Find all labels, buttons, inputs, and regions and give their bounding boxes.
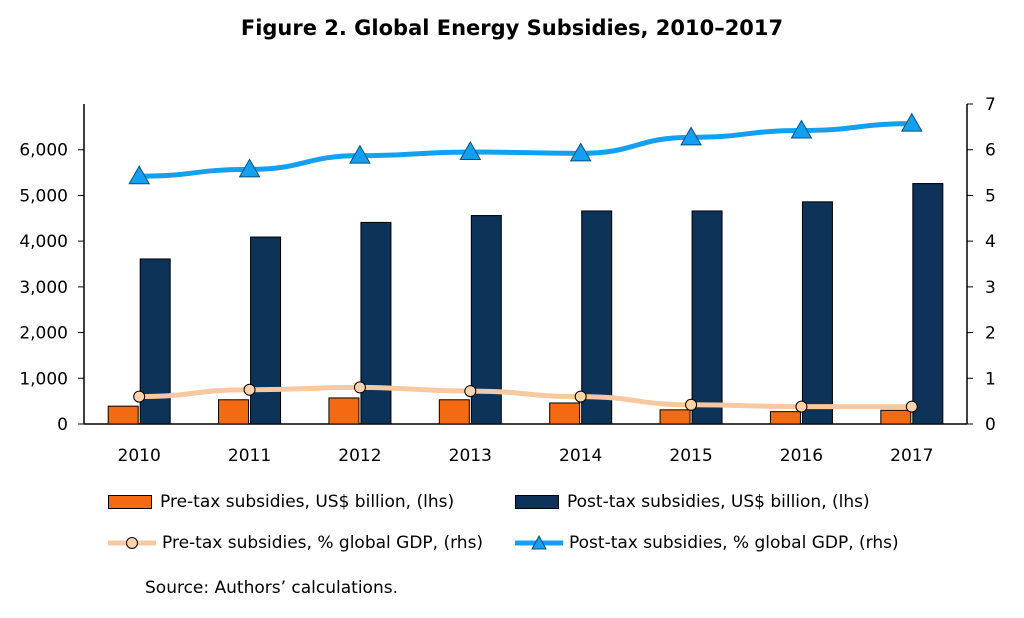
legend-item-posttax-line: Post-tax subsidies, % global GDP, (rhs) bbox=[515, 533, 899, 553]
marker-posttax-gdp bbox=[459, 140, 482, 160]
x-tick-label: 2012 bbox=[338, 446, 381, 466]
y-right-tick-label: 7 bbox=[985, 95, 996, 115]
marker-pretax-gdp bbox=[574, 390, 587, 403]
bar-pretax-usd bbox=[659, 409, 691, 425]
bar-posttax-usd bbox=[912, 183, 944, 425]
legend-swatch-pretax-bar bbox=[108, 495, 152, 509]
y-left-tick-label: 2,000 bbox=[19, 324, 68, 344]
x-tick-label: 2015 bbox=[669, 446, 712, 466]
x-tick-label: 2010 bbox=[118, 446, 161, 466]
marker-posttax-gdp bbox=[900, 112, 923, 132]
bar-pretax-usd bbox=[107, 405, 139, 425]
y-right-tick-label: 0 bbox=[985, 415, 996, 435]
legend-item-pretax-bar: Pre-tax subsidies, US$ billion, (lhs) bbox=[108, 492, 454, 512]
legend-swatch-pretax-line bbox=[108, 537, 156, 549]
bar-posttax-usd bbox=[801, 201, 833, 425]
marker-pretax-gdp bbox=[243, 383, 256, 396]
y-left-tick-label: 4,000 bbox=[19, 232, 68, 252]
y-left-tick-label: 5,000 bbox=[19, 186, 68, 206]
marker-posttax-gdp bbox=[238, 158, 261, 178]
y-right-tick-label: 6 bbox=[985, 141, 996, 161]
legend-label-pretax-bar: Pre-tax subsidies, US$ billion, (lhs) bbox=[160, 492, 455, 512]
legend-label-posttax-bar: Post-tax subsidies, US$ billion, (lhs) bbox=[567, 492, 870, 512]
x-tick-label: 2014 bbox=[559, 446, 602, 466]
marker-pretax-gdp bbox=[905, 400, 918, 413]
legend-swatch-posttax-bar bbox=[515, 495, 559, 509]
bar-pretax-usd bbox=[218, 399, 250, 425]
bar-pretax-usd bbox=[328, 397, 360, 425]
bar-pretax-usd bbox=[769, 411, 801, 425]
x-tick-label: 2017 bbox=[890, 446, 933, 466]
legend-item-pretax-line: Pre-tax subsidies, % global GDP, (rhs) bbox=[108, 533, 483, 553]
y-left-tick-label: 0 bbox=[57, 415, 68, 435]
marker-posttax-gdp bbox=[680, 126, 702, 146]
bar-pretax-usd bbox=[880, 409, 912, 425]
marker-posttax-gdp bbox=[790, 119, 813, 139]
marker-pretax-gdp bbox=[685, 398, 698, 411]
bar-posttax-usd bbox=[691, 210, 723, 425]
y-right-tick-label: 5 bbox=[985, 186, 996, 206]
legend-label-posttax-line: Post-tax subsidies, % global GDP, (rhs) bbox=[569, 533, 899, 553]
y-right-tick-label: 3 bbox=[985, 278, 996, 298]
y-left-tick-label: 3,000 bbox=[19, 278, 68, 298]
marker-posttax-gdp bbox=[128, 165, 151, 185]
bar-posttax-usd bbox=[139, 258, 171, 425]
marker-pretax-gdp bbox=[353, 381, 366, 394]
marker-pretax-gdp bbox=[464, 385, 477, 398]
legend-swatch-posttax-line bbox=[515, 535, 563, 550]
marker-posttax-gdp bbox=[349, 144, 371, 164]
bar-posttax-usd bbox=[360, 221, 392, 425]
bar-pretax-usd bbox=[549, 402, 581, 425]
marker-pretax-gdp bbox=[133, 390, 146, 403]
y-right-tick-label: 4 bbox=[985, 232, 996, 252]
marker-pretax-gdp bbox=[795, 400, 808, 413]
x-tick-label: 2016 bbox=[780, 446, 823, 466]
bar-posttax-usd bbox=[581, 210, 613, 425]
chart-title: Figure 2. Global Energy Subsidies, 2010–… bbox=[240, 16, 784, 40]
y-right-tick-label: 2 bbox=[985, 324, 996, 344]
y-left-tick-label: 1,000 bbox=[19, 369, 68, 389]
legend-label-pretax-line: Pre-tax subsidies, % global GDP, (rhs) bbox=[162, 533, 484, 553]
y-left-tick-label: 6,000 bbox=[19, 141, 68, 161]
x-tick-label: 2011 bbox=[228, 446, 271, 466]
marker-posttax-gdp bbox=[569, 142, 592, 162]
y-right-tick-label: 1 bbox=[985, 369, 996, 389]
x-tick-label: 2013 bbox=[449, 446, 492, 466]
bar-pretax-usd bbox=[438, 399, 470, 425]
source-note: Source: Authors’ calculations. bbox=[145, 578, 398, 598]
bar-posttax-usd bbox=[250, 236, 282, 425]
line-posttax-gdp bbox=[136, 121, 915, 179]
line-pretax-gdp bbox=[136, 384, 915, 410]
chart-canvas: 0 1,000 2,000 3,000 4,000 5,000 6,000 0 1 2 3 4 5 6 7 2… bbox=[19, 95, 996, 466]
legend-item-posttax-bar: Post-tax subsidies, US$ billion, (lhs) bbox=[515, 492, 870, 512]
